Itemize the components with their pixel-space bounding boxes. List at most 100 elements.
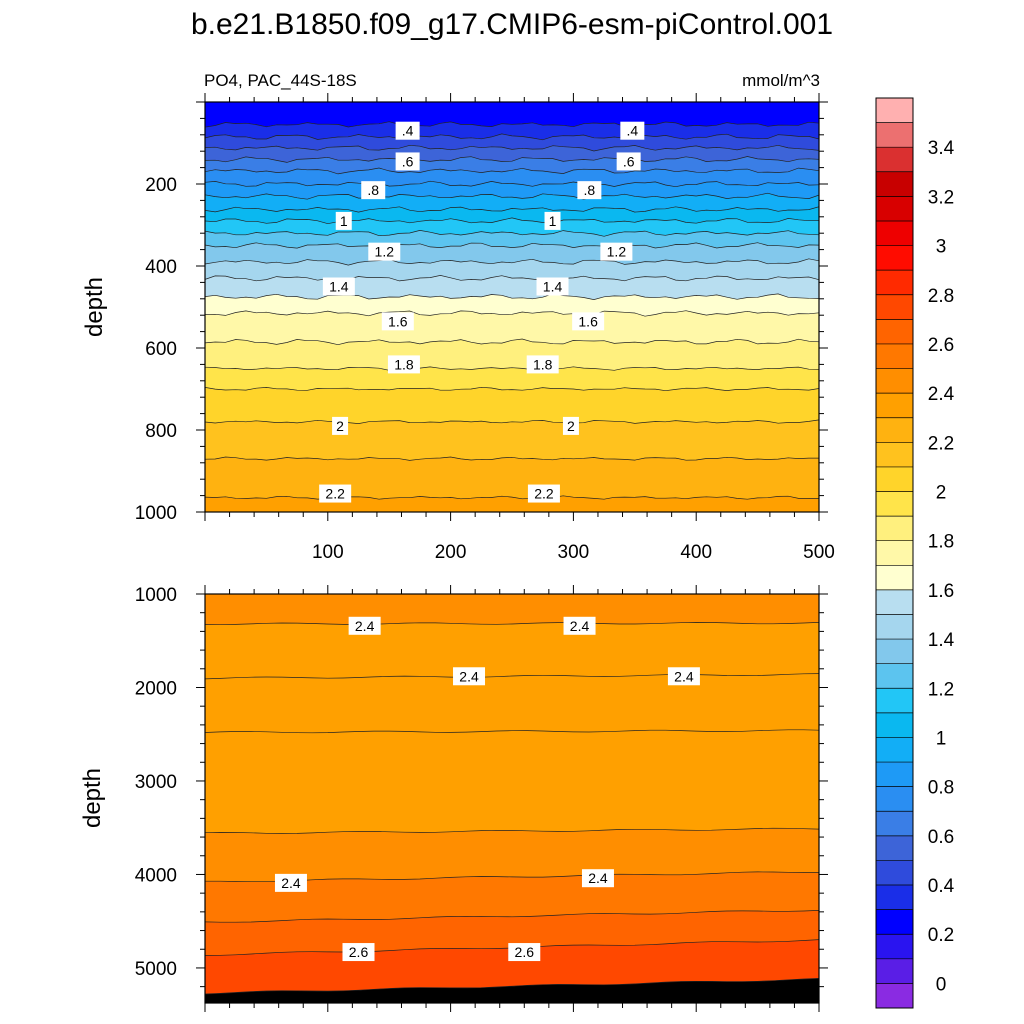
contour-line xyxy=(205,258,819,266)
contour-label: 2.4 xyxy=(281,875,301,891)
colorbar-tick-label: 1.2 xyxy=(928,679,954,700)
contour-label-box xyxy=(526,355,559,374)
contour-label: 1 xyxy=(340,213,348,229)
contour-label-box xyxy=(322,277,355,296)
colorbar-tick-label: 2 xyxy=(936,483,947,504)
contour-label: 2.6 xyxy=(349,944,369,960)
contour-band xyxy=(205,828,819,882)
contour-line xyxy=(205,729,819,734)
x-tick-label: 100 xyxy=(312,542,344,563)
contour-band xyxy=(205,366,819,391)
contour-line xyxy=(205,910,819,923)
contour-label: 2.4 xyxy=(674,668,694,684)
contour-label: .4 xyxy=(402,123,414,139)
colorbar-tick-label: 1 xyxy=(936,729,947,750)
upper-axes: 200 400 600 800 1000 100 200 300 400 500 xyxy=(135,93,835,563)
colorbar-cell xyxy=(876,220,913,246)
colorbar-cell xyxy=(876,196,913,222)
contour-label: 2 xyxy=(336,418,344,434)
contour-band xyxy=(205,258,819,281)
colorbar-cell xyxy=(876,983,913,1009)
contour-label: 1.8 xyxy=(394,356,414,372)
colorbar-cell xyxy=(876,589,913,615)
contour-band xyxy=(205,457,819,500)
contour-label: .6 xyxy=(623,153,635,169)
contour-line xyxy=(205,871,819,883)
contour-line xyxy=(205,217,819,225)
contour-label-box xyxy=(581,869,614,888)
colorbar-cell xyxy=(876,909,913,935)
colorbar-cell xyxy=(876,885,913,910)
contour-label-box xyxy=(332,416,349,435)
colorbar-cell xyxy=(876,860,913,886)
contour-line xyxy=(205,133,819,141)
contour-label: 2 xyxy=(567,418,575,434)
colorbar-tick-label: 3.2 xyxy=(928,187,954,208)
contour-label: 2.2 xyxy=(534,486,554,502)
contour-line xyxy=(205,180,819,188)
contour-label: 2.4 xyxy=(588,870,608,886)
colorbar-cell xyxy=(876,540,913,566)
lower-plot-frame xyxy=(204,593,820,1004)
x-tick-label: 400 xyxy=(680,542,712,563)
colorbar-cell xyxy=(876,442,913,468)
colorbar-tick-label: 2.4 xyxy=(928,384,955,405)
contour-label-box xyxy=(453,667,486,686)
contour-band xyxy=(205,871,819,923)
contour-line xyxy=(205,230,819,237)
contour-band xyxy=(205,206,819,224)
contour-band xyxy=(205,419,819,461)
y-tick-label: 1000 xyxy=(135,503,177,524)
y-tick-label: 200 xyxy=(145,175,177,196)
colorbar-tick-label: 0 xyxy=(936,974,947,995)
upper-plot-frame xyxy=(204,101,820,513)
contour-label-box xyxy=(387,355,420,374)
contour-band xyxy=(205,193,819,213)
colorbar-cell xyxy=(876,639,913,664)
colorbar-tick-label: 1.6 xyxy=(928,581,954,602)
contour-label: 1.2 xyxy=(375,244,395,260)
contour-label: .4 xyxy=(627,123,639,139)
contour-label-box xyxy=(319,484,352,503)
contour-line xyxy=(205,419,819,424)
colorbar-cell xyxy=(876,294,913,320)
contour-label: 2.6 xyxy=(515,944,535,960)
colorbar-tick-label: 1.4 xyxy=(928,630,955,651)
y-tick-label: 400 xyxy=(145,257,177,278)
variable-label: PO4, PAC_44S-18S xyxy=(204,71,357,90)
contour-label-box xyxy=(600,242,633,261)
contour-band xyxy=(205,978,819,1003)
contour-label-box xyxy=(508,943,541,962)
contour-line xyxy=(205,827,819,834)
contour-line xyxy=(205,156,819,163)
contour-label-box xyxy=(395,121,420,140)
contour-label-box xyxy=(348,616,381,635)
colorbar-cell xyxy=(876,811,913,837)
contour-label-box xyxy=(335,211,352,230)
contour-band xyxy=(205,339,819,371)
contour-label-box xyxy=(381,312,414,331)
contour-label: 1.4 xyxy=(329,279,349,295)
contour-label: .8 xyxy=(584,182,596,198)
contour-band xyxy=(205,230,819,249)
y-tick-label: 1000 xyxy=(135,585,177,606)
contour-line xyxy=(205,206,819,213)
contour-band xyxy=(205,145,819,163)
contour-label: 1.8 xyxy=(533,356,553,372)
colorbar-cell xyxy=(876,934,913,960)
lower-contour-labels: 2.4 2.4 2.4 2.4 2.4 2.4 2.6 2.6 xyxy=(274,616,700,962)
colorbar-tick-label: 0.6 xyxy=(928,827,954,848)
contour-line xyxy=(205,192,819,200)
lower-y-axis-label: depth xyxy=(79,768,106,828)
figure-title: b.e21.B1850.f09_g17.CMIP6-esm-piControl.… xyxy=(191,8,833,41)
contour-label: 1.6 xyxy=(578,313,598,329)
y-tick-label: 800 xyxy=(145,421,177,442)
upper-contour-labels: .4 .4 .6 .6 .8 .8 1 1 1.2 1.2 1.4 1.4 1.6 1.6 1.8 1.8 2 2… xyxy=(319,121,645,503)
colorbar-cell xyxy=(876,614,913,640)
colorbar-tick-label: 2.6 xyxy=(928,335,954,356)
colorbar-cell xyxy=(876,835,913,861)
contour-label-box xyxy=(342,943,375,962)
colorbar-tick-label: 2.8 xyxy=(928,286,954,307)
colorbar-cell xyxy=(876,466,913,492)
